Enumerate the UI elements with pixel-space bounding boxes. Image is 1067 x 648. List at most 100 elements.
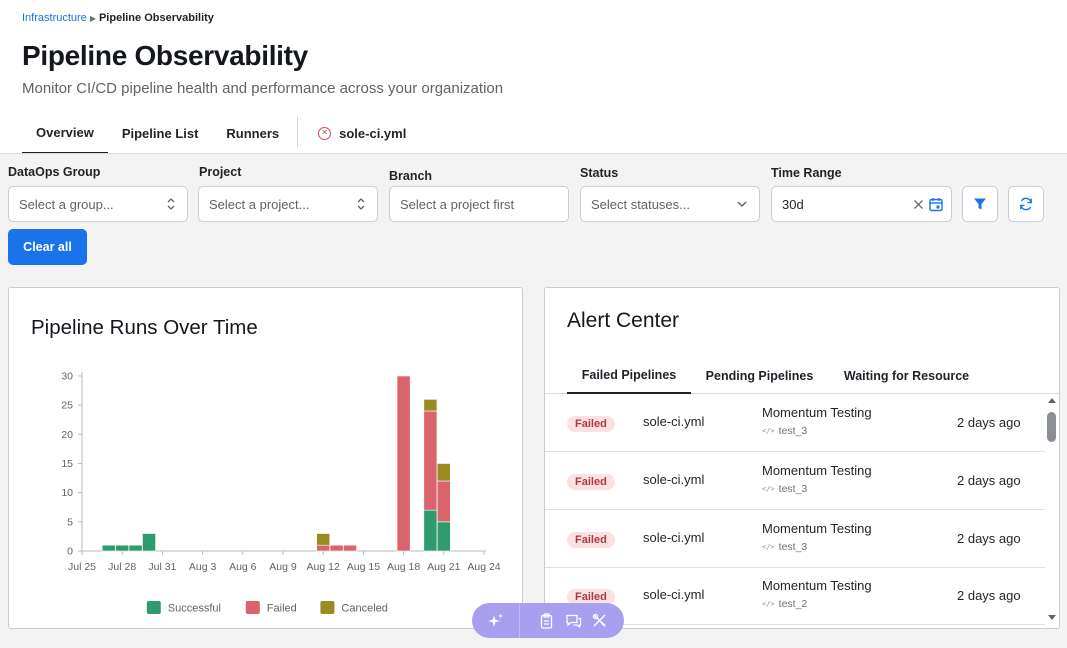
y-tick-label: 10: [61, 487, 73, 499]
bar-segment-successful: [142, 533, 156, 552]
x-tick-label: Aug 3: [189, 561, 217, 573]
filter-button[interactable]: [962, 186, 998, 222]
x-tick-label: Aug 6: [229, 561, 257, 573]
x-tick-label: Aug 21: [427, 561, 460, 573]
bar-segment-failed: [436, 480, 451, 523]
project-select[interactable]: Select a project...: [198, 186, 378, 222]
y-tick-label: 25: [61, 400, 73, 412]
group-select[interactable]: Select a group...: [8, 186, 188, 222]
project-name: Momentum Testing: [762, 578, 872, 593]
bar-segment-successful: [128, 544, 143, 552]
floating-assistant-toolbar: [472, 603, 624, 638]
scrollbar-thumb[interactable]: [1047, 412, 1056, 442]
project-filter-label: Project: [199, 165, 242, 179]
page-header: Infrastructure ▶ Pipeline Observability Pi…: [0, 0, 1067, 154]
pipeline-file: sole-ci.yml: [643, 587, 705, 602]
pipeline-file: sole-ci.yml: [643, 530, 705, 545]
bar-segment-failed: [343, 544, 357, 552]
page-subtitle: Monitor CI/CD pipeline health and perfor…: [22, 80, 504, 97]
relative-time: 2 days ago: [957, 531, 1021, 546]
tab-failed-pipelines[interactable]: Failed Pipelines: [567, 357, 691, 394]
calendar-icon[interactable]: [929, 197, 943, 212]
branch-filter-label: Branch: [389, 169, 433, 183]
filter-icon: [974, 198, 986, 210]
time-range-value: 30d: [782, 196, 804, 212]
bar-segment-canceled: [316, 533, 331, 546]
refresh-icon: [1020, 197, 1032, 211]
toolbar-divider: [519, 603, 520, 638]
tab-pending-pipelines[interactable]: Pending Pipelines: [705, 368, 814, 383]
header-divider: [0, 153, 1067, 154]
branch-input[interactable]: Select a project first: [389, 186, 569, 222]
tab-waiting-for-resource[interactable]: Waiting for Resource: [843, 368, 970, 383]
relative-time: 2 days ago: [957, 415, 1021, 430]
alert-tabs: Failed Pipelines Pending Pipelines Waiti…: [545, 357, 1059, 394]
tools-icon: [592, 613, 606, 627]
code-icon: </>: [762, 600, 775, 608]
project-name: Momentum Testing: [762, 405, 872, 420]
bar-segment-failed: [396, 375, 411, 552]
scroll-down-arrow-icon[interactable]: [1048, 615, 1056, 620]
tab-runners[interactable]: Runners: [226, 125, 280, 141]
status-badge: Failed: [567, 416, 615, 432]
alert-row[interactable]: Failed sole-ci.yml Momentum Testing </> t…: [545, 452, 1045, 510]
y-tick-label: 20: [61, 429, 73, 441]
relative-time: 2 days ago: [957, 473, 1021, 488]
x-tick-label: Jul 28: [108, 561, 136, 573]
alert-row[interactable]: Failed sole-ci.yml Momentum Testing </> t…: [545, 510, 1045, 568]
bar-segment-failed: [423, 410, 438, 511]
breadcrumb-parent-link[interactable]: Infrastructure: [22, 12, 87, 24]
alert-center-card: Alert Center Failed Pipelines Pending Pi…: [544, 287, 1060, 629]
clear-all-button[interactable]: Clear all: [8, 229, 87, 265]
job-name: test_3: [778, 541, 808, 553]
bar-segment-canceled: [436, 463, 451, 482]
relative-time: 2 days ago: [957, 588, 1021, 603]
tab-divider: [297, 117, 299, 147]
pipeline-file: sole-ci.yml: [643, 414, 705, 429]
legend-label-successful: Successful: [168, 603, 221, 615]
time-range-input[interactable]: 30d: [771, 186, 952, 222]
x-tick-label: Jul 25: [68, 561, 96, 573]
main-tabs: Overview Pipeline List Runners ✕ sole-ci…: [22, 117, 420, 154]
bar-segment-failed: [316, 544, 331, 552]
refresh-button[interactable]: [1008, 186, 1044, 222]
bar-segment-successful: [436, 521, 451, 552]
tab-sole-ci-file[interactable]: ✕ sole-ci.yml: [304, 117, 420, 149]
scroll-up-arrow-icon[interactable]: [1048, 398, 1056, 403]
chevron-updown-icon: [167, 198, 175, 210]
alert-list-scrollbar[interactable]: [1045, 394, 1059, 628]
clipboard-icon: [540, 612, 552, 629]
x-tick-label: Aug 9: [269, 561, 297, 573]
status-badge: Failed: [567, 474, 615, 490]
chat-icon: [565, 614, 581, 628]
ai-assist-button[interactable]: [472, 603, 519, 638]
pipeline-runs-card: Pipeline Runs Over Time 0 5 10 15 20 25 30 Jul …: [8, 287, 523, 629]
x-tick-label: Aug 24: [467, 561, 500, 573]
bar-segment-canceled: [423, 399, 438, 412]
group-select-placeholder: Select a group...: [19, 196, 114, 212]
bar-segment-successful: [101, 544, 116, 552]
bar-segment-successful: [115, 544, 130, 552]
job-ref: </> test_2: [762, 598, 807, 610]
tools-button[interactable]: [586, 603, 612, 638]
clipboard-button[interactable]: [532, 603, 560, 638]
status-select[interactable]: Select statuses...: [580, 186, 760, 222]
code-icon: </>: [762, 543, 775, 551]
chat-button[interactable]: [560, 603, 586, 638]
tab-overview[interactable]: Overview: [22, 117, 108, 154]
status-select-placeholder: Select statuses...: [591, 196, 690, 212]
x-tick-label: Jul 31: [148, 561, 176, 573]
y-tick-label: 30: [61, 371, 73, 383]
alert-row[interactable]: Failed sole-ci.yml Momentum Testing </> t…: [545, 394, 1045, 452]
chevron-updown-icon: [357, 198, 365, 210]
legend-swatch-failed: [245, 601, 260, 614]
y-tick-label: 0: [67, 546, 73, 558]
breadcrumb: Infrastructure ▶ Pipeline Observability: [22, 12, 214, 24]
alert-row[interactable]: Failed sole-ci.yml Momentum Testing </> t…: [545, 567, 1045, 625]
close-icon[interactable]: [913, 199, 924, 210]
bar-segment-failed: [329, 544, 344, 552]
status-badge: Failed: [567, 589, 615, 605]
project-select-placeholder: Select a project...: [209, 196, 310, 212]
tab-pipeline-list[interactable]: Pipeline List: [121, 125, 199, 141]
pipeline-runs-chart: 0 5 10 15 20 25 30 Jul 25 Jul 28 Jul 31 Aug 3 Aug 6…: [61, 371, 500, 615]
